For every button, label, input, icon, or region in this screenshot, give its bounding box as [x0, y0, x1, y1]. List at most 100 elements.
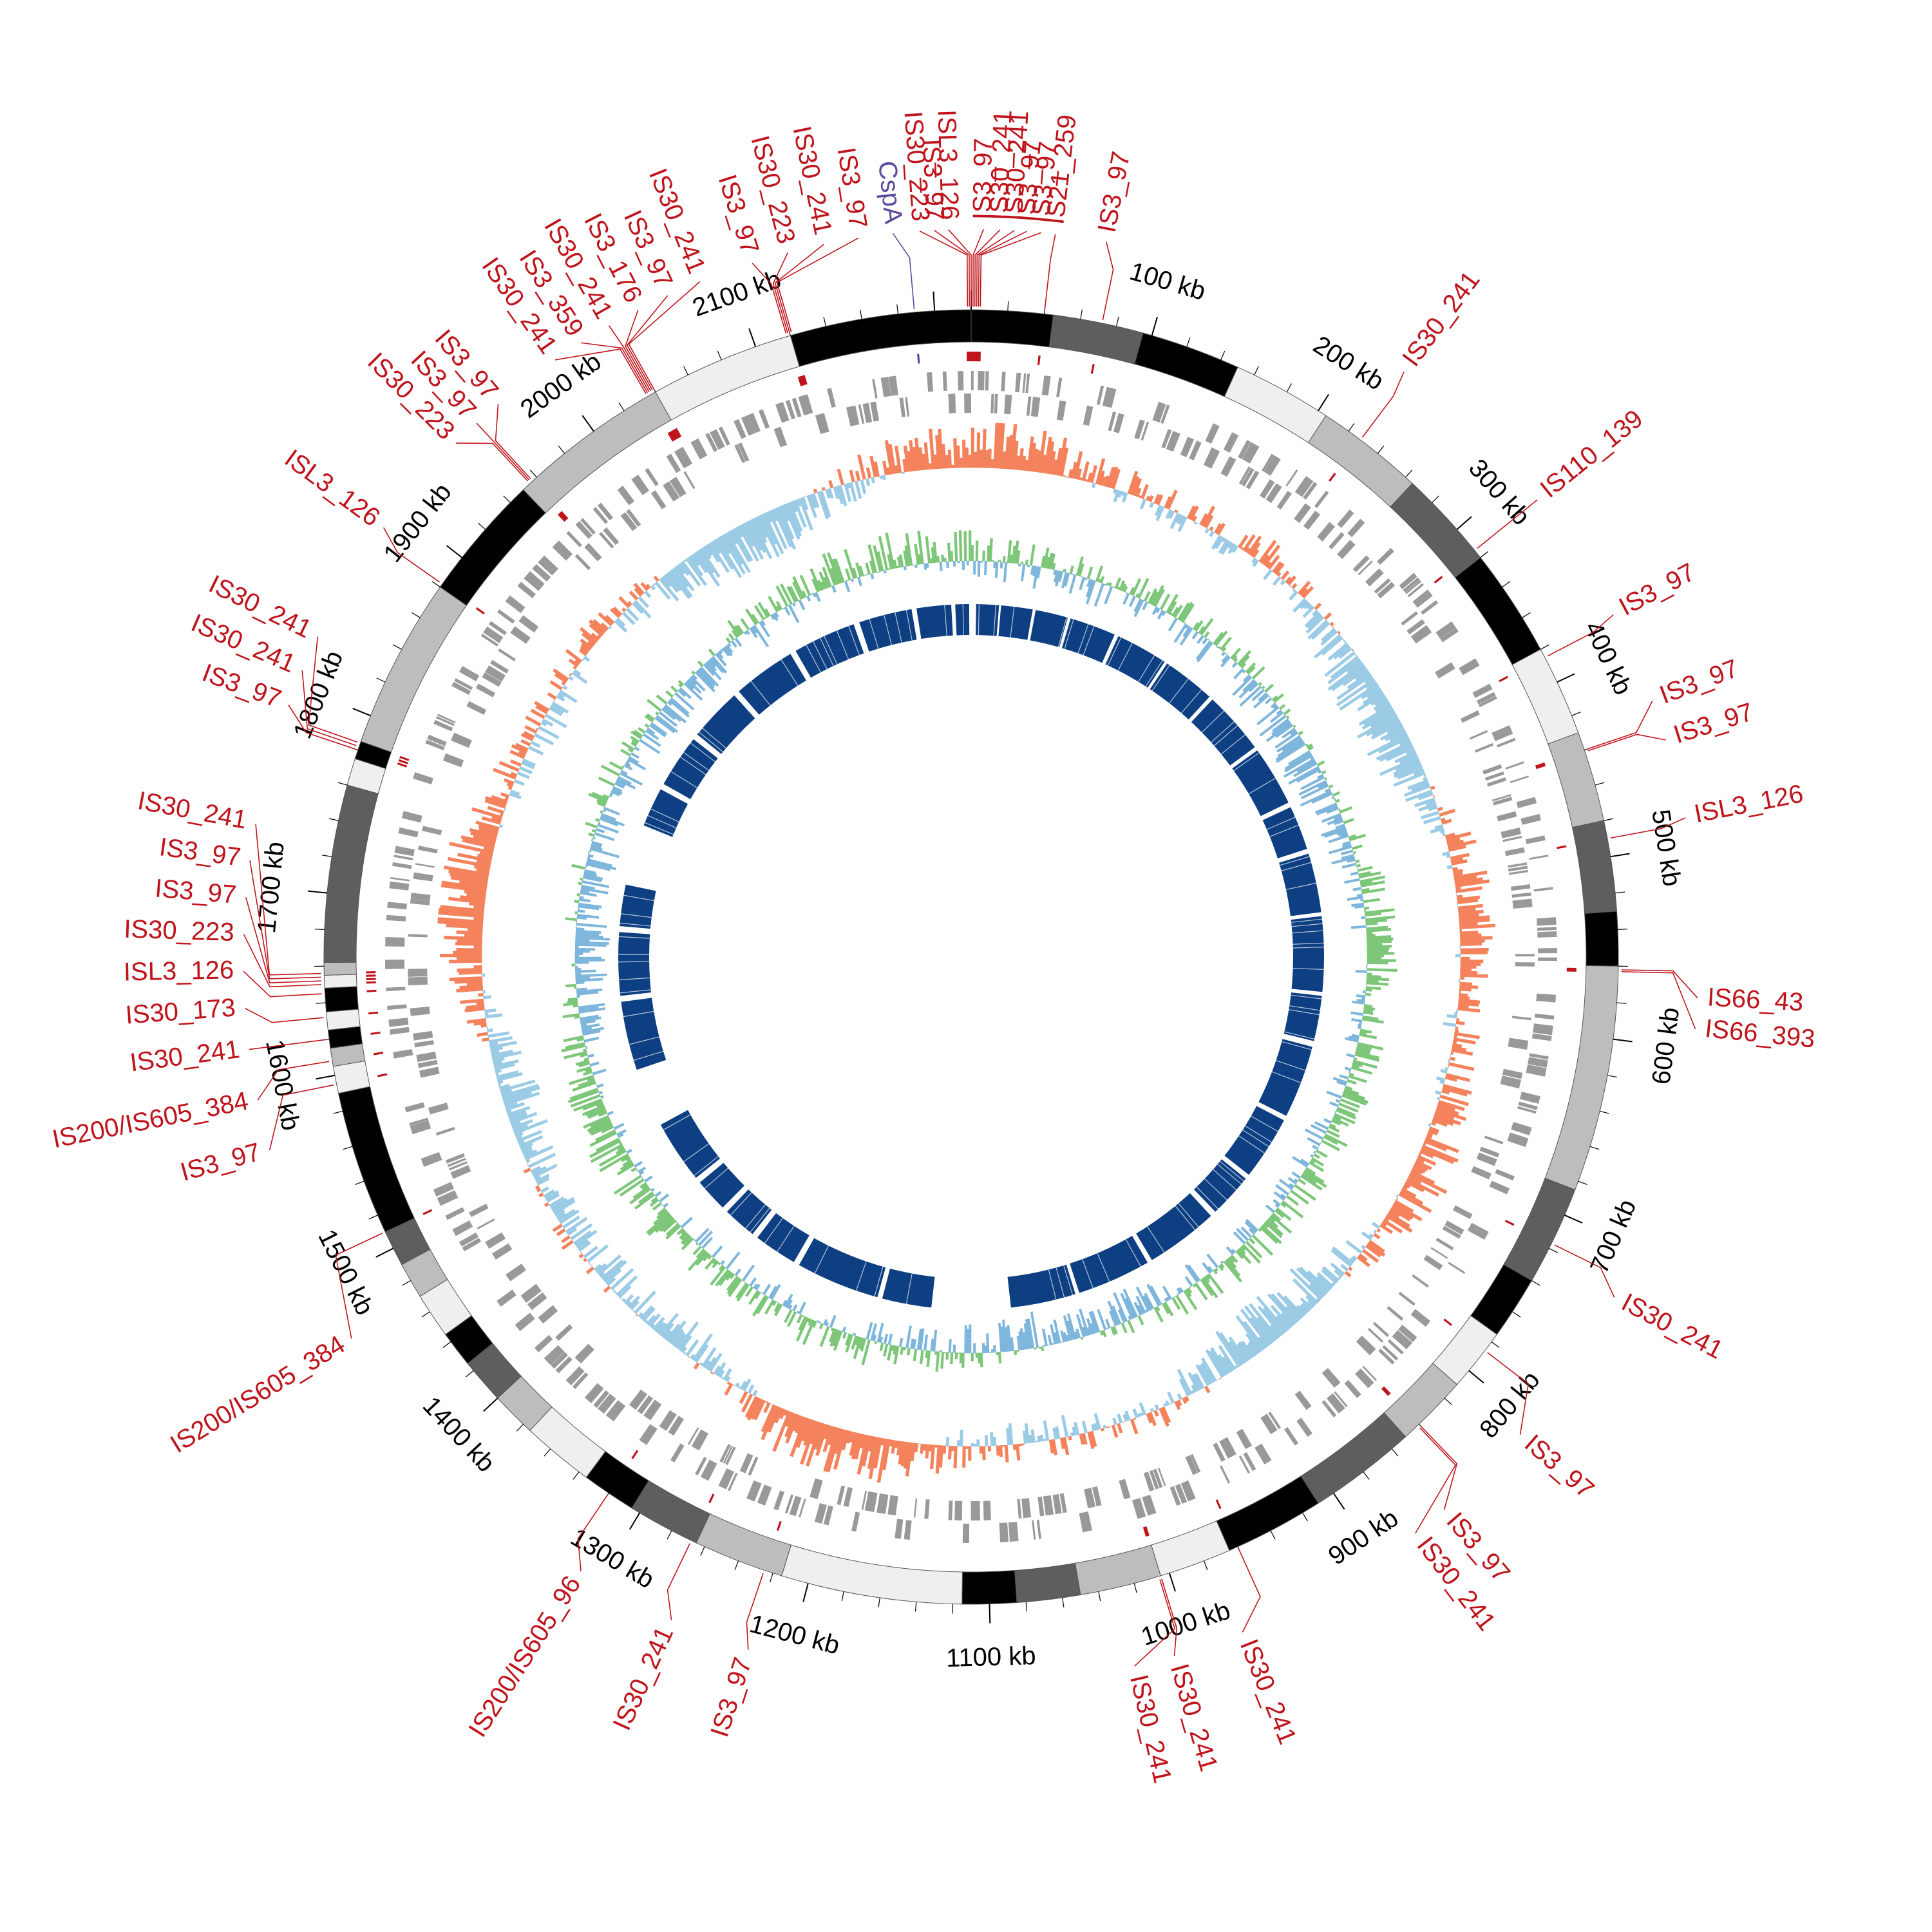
- cds-feature: [1387, 1305, 1404, 1321]
- cds-feature: [1294, 1390, 1312, 1410]
- cds-feature: [1412, 1274, 1429, 1288]
- minor-tick: [823, 316, 826, 327]
- cds-feature: [1525, 835, 1546, 844]
- minor-tick: [477, 522, 486, 530]
- cds-feature: [895, 1519, 904, 1539]
- cds-feature: [1401, 611, 1419, 626]
- cds-feature: [454, 677, 473, 690]
- cds-feature: [482, 672, 502, 687]
- cds-feature: [447, 1157, 466, 1168]
- is-element-label: IS66_393: [1703, 1014, 1816, 1054]
- cds-feature: [413, 772, 433, 785]
- synteny-gap: [813, 641, 828, 670]
- synteny-gap: [820, 638, 834, 667]
- cds-feature: [427, 734, 447, 746]
- cds-feature: [1508, 866, 1528, 872]
- synteny-block: [1150, 663, 1210, 720]
- synteny-block: [1191, 699, 1255, 766]
- cds-feature: [785, 399, 796, 420]
- is-element-leader: [976, 230, 1015, 307]
- cds-feature: [719, 1444, 731, 1463]
- cds-feature: [1537, 927, 1557, 931]
- cds-feature: [466, 701, 487, 715]
- cds-feature: [1161, 429, 1172, 449]
- cds-feature: [1285, 469, 1298, 487]
- minor-tick: [1522, 612, 1531, 618]
- cds-feature: [1460, 710, 1480, 723]
- cds-feature: [1008, 1522, 1019, 1542]
- cds-feature: [462, 1238, 482, 1252]
- cds-feature: [1497, 737, 1516, 748]
- minor-tick: [841, 1591, 844, 1602]
- cds-feature: [1474, 743, 1494, 753]
- cds-feature: [532, 564, 551, 582]
- cds-feature: [639, 1424, 658, 1445]
- minor-tick: [1254, 366, 1259, 375]
- cds-feature: [605, 1400, 626, 1422]
- is-element-label: IS3_97: [1656, 654, 1742, 710]
- cds-feature: [1241, 468, 1255, 487]
- is-element-marker: [559, 512, 567, 521]
- cds-feature: [1476, 1152, 1497, 1166]
- cds-feature: [1268, 1411, 1282, 1430]
- cds-feature: [862, 402, 873, 423]
- cds-feature: [1238, 440, 1251, 459]
- minor-tick: [1480, 551, 1488, 558]
- synteny-gap: [1201, 710, 1225, 733]
- cds-feature: [1518, 1101, 1538, 1110]
- cds-feature: [1296, 1417, 1312, 1437]
- cds-feature: [408, 934, 428, 938]
- is-element-leader: [249, 1039, 327, 1050]
- synteny-gap: [1251, 1115, 1278, 1132]
- is-element-leader: [746, 1573, 764, 1650]
- cds-feature: [1236, 1428, 1253, 1450]
- is-element-leader: [301, 670, 357, 746]
- synteny-gap: [848, 625, 860, 656]
- contig-segment: [1503, 1177, 1576, 1282]
- is-element-marker: [975, 352, 978, 362]
- is-element-leader: [626, 295, 668, 391]
- is-element-label: IS3_97: [1093, 149, 1136, 235]
- contig-segment: [439, 489, 546, 606]
- cds-feature: [758, 409, 770, 429]
- cds-feature: [1223, 432, 1239, 453]
- major-tick: [1151, 316, 1158, 336]
- cds-feature: [631, 475, 649, 495]
- minor-tick: [1604, 818, 1614, 821]
- cds-feature: [629, 1389, 648, 1410]
- cds-feature: [1017, 1499, 1022, 1519]
- cds-feature: [1096, 385, 1104, 405]
- cds-feature: [971, 1501, 981, 1520]
- cds-feature: [527, 1292, 547, 1311]
- is-element-label: IS3_97: [917, 138, 949, 222]
- contig-segment: [1134, 332, 1238, 397]
- cds-feature: [734, 444, 746, 464]
- is-element-marker: [399, 755, 410, 761]
- cds-feature: [1508, 1037, 1529, 1050]
- cds-feature: [964, 393, 971, 413]
- is-element-marker: [1215, 1499, 1222, 1510]
- cds-feature: [409, 1117, 429, 1126]
- cds-feature: [425, 739, 445, 751]
- synteny-gap: [895, 612, 902, 643]
- cds-feature: [1377, 547, 1394, 565]
- minor-tick: [1502, 581, 1511, 587]
- cds-feature: [1484, 771, 1504, 781]
- synteny-gap: [702, 728, 726, 749]
- cds-feature: [574, 1343, 594, 1364]
- is-element-marker: [1144, 1526, 1150, 1537]
- cds-feature: [926, 372, 933, 392]
- gc-content-ring: [437, 422, 1496, 1483]
- is-element-marker: [970, 352, 972, 362]
- synteny-gap: [824, 636, 838, 665]
- contig-ring: [323, 309, 1619, 1605]
- is-element-marker: [368, 1011, 379, 1015]
- is-element-marker: [673, 428, 680, 439]
- is-element-leader: [1102, 242, 1114, 321]
- cds-feature: [534, 1334, 553, 1352]
- cds-feature: [948, 1501, 953, 1520]
- synteny-gap: [1204, 1178, 1227, 1200]
- cds-feature: [663, 481, 680, 502]
- is-element-marker: [1535, 764, 1546, 770]
- major-tick: [446, 545, 462, 558]
